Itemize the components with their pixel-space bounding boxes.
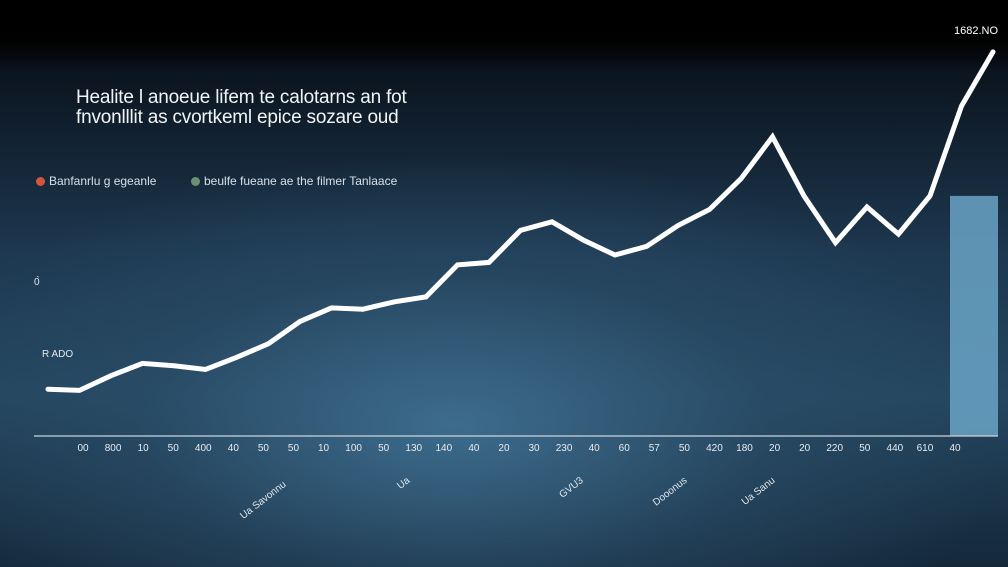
chart-title-line-2: fnvonlllit as cvortkeml epice sozare oud — [76, 107, 399, 128]
legend-item-2: beulfe fueane ae the filmer Tanlaace — [191, 174, 397, 188]
top-dark-band — [0, 0, 1008, 70]
x-tick-label: 00 — [77, 443, 89, 454]
x-tick-label: 10 — [137, 443, 149, 454]
x-tick-label: 20 — [498, 443, 510, 454]
x-tick-label: 130 — [405, 443, 423, 454]
legend-marker-2 — [191, 177, 200, 186]
chart-title-line-1: Healite l anoeue lifem te calotarns an f… — [76, 87, 407, 108]
x-tick-label: 100 — [345, 443, 362, 454]
x-tick-label: 800 — [104, 443, 122, 454]
x-tick-label: 420 — [706, 443, 723, 454]
x-tick-label: 50 — [378, 443, 390, 454]
x-tick-label: 50 — [287, 443, 300, 454]
y-tick-label: 0̀ — [34, 277, 40, 288]
x-tick-label: 20 — [799, 443, 811, 454]
legend-marker-1 — [36, 177, 45, 186]
x-tick-label: 20 — [769, 443, 781, 454]
x-tick-label: 10 — [317, 443, 330, 454]
x-tick-label: 40 — [227, 443, 239, 454]
highlight-bar — [950, 195, 998, 436]
series-line — [45, 49, 996, 393]
x-tick-label: 50 — [859, 443, 871, 454]
x-tick-label: 60 — [618, 443, 630, 454]
x-tick-label: 140 — [435, 443, 453, 454]
x-tick-label: 400 — [194, 443, 212, 454]
legend-label-1: Banfanrlu g egeanle — [49, 174, 157, 188]
peak-value-label: 1682.NO — [953, 25, 998, 37]
x-tick-label: 40 — [468, 443, 480, 454]
x-tick-label: 40 — [949, 443, 961, 454]
x-tick-label: 180 — [736, 443, 753, 454]
x-tick-label: 40 — [588, 443, 600, 454]
chart-title: Healite l anoeue lifem te calotarns an f… — [76, 88, 407, 128]
y-tick-label: R ADO — [42, 349, 74, 360]
x-tick-label: 57 — [648, 443, 660, 454]
x-tick-label: 50 — [257, 443, 269, 454]
x-tick-label: 440 — [886, 443, 904, 454]
x-tick-label: 230 — [555, 443, 573, 454]
legend-item-1: Banfanrlu g egeanle — [36, 174, 156, 188]
x-tick-label: 50 — [678, 443, 690, 454]
legend-label-2: beulfe fueane ae the filmer Tanlaace — [204, 174, 398, 188]
x-tick-label: 50 — [167, 443, 179, 454]
x-tick-label: 30 — [528, 443, 540, 454]
x-tick-label: 610 — [916, 443, 934, 454]
x-tick-label: 220 — [826, 443, 844, 454]
